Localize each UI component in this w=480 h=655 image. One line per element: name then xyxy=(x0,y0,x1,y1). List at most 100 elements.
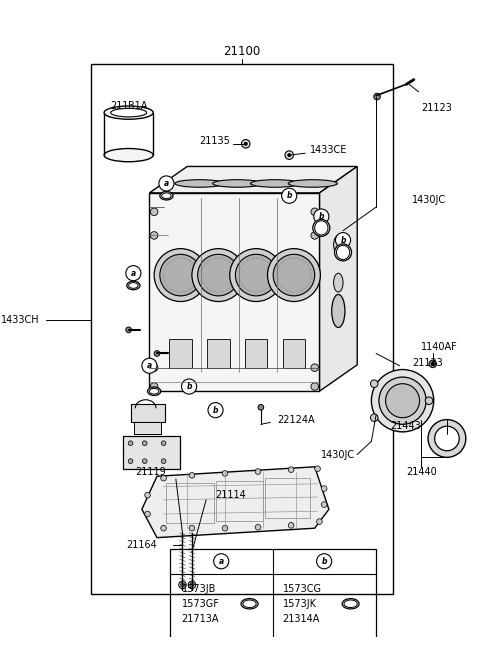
Text: 1430JC: 1430JC xyxy=(412,195,446,204)
Ellipse shape xyxy=(111,108,146,117)
Ellipse shape xyxy=(336,246,349,259)
Circle shape xyxy=(160,254,202,296)
Circle shape xyxy=(150,383,158,390)
Circle shape xyxy=(144,511,150,517)
Circle shape xyxy=(428,420,466,457)
Circle shape xyxy=(180,583,184,587)
Circle shape xyxy=(311,364,319,371)
Circle shape xyxy=(241,140,250,148)
Circle shape xyxy=(255,469,261,474)
Ellipse shape xyxy=(149,388,159,394)
Circle shape xyxy=(258,405,264,410)
Circle shape xyxy=(126,266,141,281)
Circle shape xyxy=(321,486,327,491)
Text: b: b xyxy=(322,557,327,566)
Bar xyxy=(283,339,305,367)
Text: b: b xyxy=(287,191,292,200)
Ellipse shape xyxy=(313,219,330,236)
Circle shape xyxy=(181,379,197,394)
Circle shape xyxy=(198,254,239,296)
Ellipse shape xyxy=(129,283,138,288)
Circle shape xyxy=(161,476,167,481)
Ellipse shape xyxy=(334,235,343,254)
Circle shape xyxy=(317,519,322,525)
Text: 22124A: 22124A xyxy=(277,415,314,424)
Text: 21123: 21123 xyxy=(421,103,452,113)
Text: 1573JB: 1573JB xyxy=(181,584,216,593)
Circle shape xyxy=(208,403,223,418)
Bar xyxy=(123,436,180,469)
Circle shape xyxy=(311,232,319,239)
Ellipse shape xyxy=(342,599,359,609)
Circle shape xyxy=(244,142,247,145)
Circle shape xyxy=(189,472,195,478)
Circle shape xyxy=(371,414,378,421)
Circle shape xyxy=(385,384,420,418)
Bar xyxy=(170,549,376,643)
Ellipse shape xyxy=(104,106,153,119)
Circle shape xyxy=(189,525,195,531)
Circle shape xyxy=(192,249,245,301)
Text: a: a xyxy=(131,269,136,278)
Circle shape xyxy=(214,553,229,569)
Ellipse shape xyxy=(147,387,161,396)
Text: 21131A: 21131A xyxy=(110,101,147,111)
Circle shape xyxy=(190,583,194,587)
Circle shape xyxy=(161,441,166,445)
Circle shape xyxy=(126,327,132,333)
Bar xyxy=(134,422,161,434)
Bar xyxy=(245,339,267,367)
Circle shape xyxy=(288,467,294,472)
Circle shape xyxy=(285,151,293,159)
Circle shape xyxy=(282,188,297,203)
Circle shape xyxy=(372,369,434,432)
Ellipse shape xyxy=(344,600,357,608)
Circle shape xyxy=(144,493,150,498)
Ellipse shape xyxy=(288,179,337,187)
Ellipse shape xyxy=(175,179,224,187)
Bar xyxy=(216,481,263,521)
Text: 21314A: 21314A xyxy=(283,614,320,624)
Text: 21119: 21119 xyxy=(135,466,166,477)
Text: 1573JK: 1573JK xyxy=(283,599,317,608)
Text: 1433CH: 1433CH xyxy=(1,316,40,326)
Circle shape xyxy=(154,249,207,301)
Text: 21133: 21133 xyxy=(412,358,443,368)
Circle shape xyxy=(179,581,186,589)
Text: a: a xyxy=(147,362,152,370)
Circle shape xyxy=(336,233,350,248)
Ellipse shape xyxy=(160,191,173,200)
Circle shape xyxy=(374,93,380,100)
Circle shape xyxy=(379,377,426,424)
Circle shape xyxy=(435,426,459,451)
Circle shape xyxy=(143,458,147,464)
Text: a: a xyxy=(164,179,169,188)
Text: 21164: 21164 xyxy=(126,540,156,550)
Bar xyxy=(91,64,393,594)
Text: 21713A: 21713A xyxy=(181,614,219,624)
Bar xyxy=(167,483,214,523)
Circle shape xyxy=(222,525,228,531)
Circle shape xyxy=(143,441,147,445)
Text: 1433CE: 1433CE xyxy=(310,145,348,155)
Text: b: b xyxy=(340,236,346,244)
Circle shape xyxy=(150,208,158,215)
Text: 21114: 21114 xyxy=(216,490,246,500)
Ellipse shape xyxy=(315,221,328,235)
Text: b: b xyxy=(213,405,218,415)
Bar xyxy=(131,403,165,422)
Polygon shape xyxy=(149,166,357,193)
Text: 21100: 21100 xyxy=(223,45,261,58)
Text: 1573GF: 1573GF xyxy=(181,599,219,608)
Text: b: b xyxy=(186,382,192,391)
Circle shape xyxy=(371,380,378,388)
Circle shape xyxy=(311,383,319,390)
Ellipse shape xyxy=(213,179,262,187)
Circle shape xyxy=(142,358,157,373)
Circle shape xyxy=(429,360,436,367)
Ellipse shape xyxy=(104,149,153,162)
Polygon shape xyxy=(142,467,329,538)
Ellipse shape xyxy=(334,273,343,292)
Text: 21135: 21135 xyxy=(200,136,230,146)
Circle shape xyxy=(230,249,283,301)
